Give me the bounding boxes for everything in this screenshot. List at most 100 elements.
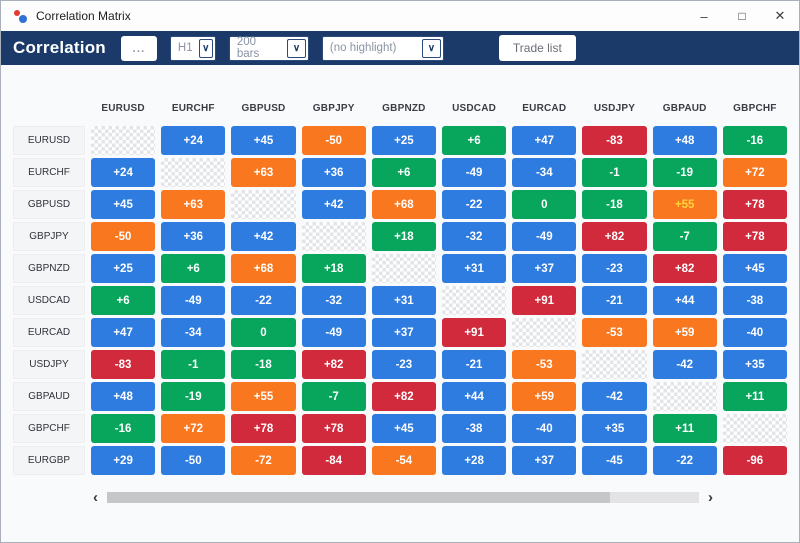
minimize-button[interactable]: – (700, 8, 708, 24)
scrollbar-thumb[interactable] (107, 492, 611, 503)
correlation-cell-gbpnzd-gbpchf[interactable]: +45 (722, 254, 787, 283)
correlation-cell-eurgbp-eurusd[interactable]: +29 (91, 446, 156, 475)
correlation-cell-gbpjpy-eurusd[interactable]: -50 (91, 222, 156, 251)
correlation-cell-gbpnzd-eurusd[interactable]: +25 (91, 254, 156, 283)
correlation-cell-eurgbp-eurcad[interactable]: +37 (512, 446, 577, 475)
correlation-cell-eurcad-eurusd[interactable]: +47 (91, 318, 156, 347)
correlation-cell-gbpjpy-usdjpy[interactable]: +82 (582, 222, 647, 251)
maximize-button[interactable]: □ (738, 9, 746, 23)
correlation-cell-eurchf-gbpchf[interactable]: +72 (722, 158, 787, 187)
correlation-cell-gbpusd-eurusd[interactable]: +45 (91, 190, 156, 219)
scroll-right-icon[interactable]: › (708, 489, 713, 506)
correlation-cell-eurgbp-usdcad[interactable]: +28 (441, 446, 507, 475)
correlation-cell-eurchf-gbpusd[interactable]: +63 (231, 158, 296, 187)
more-options-button[interactable]: ... (120, 35, 157, 61)
correlation-cell-gbpusd-gbpnzd[interactable]: +68 (371, 190, 436, 219)
correlation-cell-eurchf-eurusd[interactable]: +24 (91, 158, 156, 187)
correlation-cell-gbpaud-gbpnzd[interactable]: +82 (371, 382, 436, 411)
correlation-cell-eurchf-usdjpy[interactable]: -1 (582, 158, 647, 187)
correlation-cell-gbpjpy-gbpusd[interactable]: +42 (231, 222, 296, 251)
correlation-cell-eurgbp-gbpusd[interactable]: -72 (231, 446, 296, 475)
correlation-cell-gbpjpy-usdcad[interactable]: -32 (441, 222, 507, 251)
correlation-cell-eurgbp-usdjpy[interactable]: -45 (582, 446, 647, 475)
correlation-cell-eurusd-gbpaud[interactable]: +48 (652, 126, 717, 155)
correlation-cell-usdjpy-gbpjpy[interactable]: +82 (301, 350, 366, 379)
correlation-cell-usdcad-usdjpy[interactable]: -21 (582, 286, 647, 315)
correlation-cell-eurchf-gbpaud[interactable]: -19 (652, 158, 717, 187)
correlation-cell-gbpaud-gbpchf[interactable]: +11 (722, 382, 787, 411)
correlation-cell-eurgbp-gbpchf[interactable]: -96 (722, 446, 787, 475)
correlation-cell-gbpaud-gbpusd[interactable]: +55 (231, 382, 296, 411)
correlation-cell-gbpusd-usdcad[interactable]: -22 (441, 190, 507, 219)
correlation-cell-usdjpy-gbpaud[interactable]: -42 (652, 350, 717, 379)
correlation-cell-usdjpy-usdcad[interactable]: -21 (441, 350, 507, 379)
correlation-cell-eurusd-gbpjpy[interactable]: -50 (301, 126, 366, 155)
correlation-cell-usdcad-gbpnzd[interactable]: +31 (371, 286, 436, 315)
correlation-cell-eurcad-eurchf[interactable]: -34 (161, 318, 226, 347)
highlight-select[interactable]: (no highlight) ∨ (321, 35, 444, 61)
correlation-cell-usdjpy-eurcad[interactable]: -53 (512, 350, 577, 379)
correlation-cell-gbpnzd-gbpusd[interactable]: +68 (231, 254, 296, 283)
correlation-cell-usdcad-gbpaud[interactable]: +44 (652, 286, 717, 315)
correlation-cell-eurusd-eurchf[interactable]: +24 (161, 126, 226, 155)
correlation-cell-usdcad-gbpusd[interactable]: -22 (231, 286, 296, 315)
correlation-cell-gbpusd-gbpaud[interactable]: +55 (652, 190, 717, 219)
correlation-cell-gbpaud-eurusd[interactable]: +48 (91, 382, 156, 411)
correlation-cell-gbpusd-eurcad[interactable]: 0 (512, 190, 577, 219)
correlation-cell-eurcad-gbpnzd[interactable]: +37 (371, 318, 436, 347)
correlation-cell-gbpjpy-eurchf[interactable]: +36 (161, 222, 226, 251)
correlation-cell-eurusd-usdcad[interactable]: +6 (441, 126, 507, 155)
correlation-cell-gbpjpy-gbpchf[interactable]: +78 (722, 222, 787, 251)
correlation-cell-eurusd-usdjpy[interactable]: -83 (582, 126, 647, 155)
correlation-cell-eurgbp-gbpaud[interactable]: -22 (652, 446, 717, 475)
correlation-cell-gbpchf-usdjpy[interactable]: +35 (582, 414, 647, 443)
correlation-cell-eurchf-gbpjpy[interactable]: +36 (301, 158, 366, 187)
correlation-cell-gbpaud-gbpjpy[interactable]: -7 (301, 382, 366, 411)
correlation-cell-usdcad-eurusd[interactable]: +6 (91, 286, 156, 315)
scroll-left-icon[interactable]: ‹ (93, 489, 98, 506)
correlation-cell-eurusd-gbpusd[interactable]: +45 (231, 126, 296, 155)
scrollbar-track[interactable] (107, 492, 699, 503)
correlation-cell-eurusd-gbpnzd[interactable]: +25 (371, 126, 436, 155)
correlation-cell-gbpusd-eurchf[interactable]: +63 (161, 190, 226, 219)
correlation-cell-usdjpy-eurusd[interactable]: -83 (91, 350, 156, 379)
correlation-cell-usdcad-gbpjpy[interactable]: -32 (301, 286, 366, 315)
correlation-cell-eurchf-gbpnzd[interactable]: +6 (371, 158, 436, 187)
correlation-cell-eurcad-gbpchf[interactable]: -40 (722, 318, 787, 347)
correlation-cell-eurcad-gbpusd[interactable]: 0 (231, 318, 296, 347)
horizontal-scrollbar[interactable]: ‹ › (93, 490, 713, 505)
correlation-cell-gbpchf-eurusd[interactable]: -16 (91, 414, 156, 443)
correlation-cell-eurcad-usdcad[interactable]: +91 (441, 318, 507, 347)
correlation-cell-gbpnzd-eurcad[interactable]: +37 (512, 254, 577, 283)
close-button[interactable]: ✕ (774, 8, 786, 23)
correlation-cell-eurusd-eurcad[interactable]: +47 (512, 126, 577, 155)
correlation-cell-eurchf-eurcad[interactable]: -34 (512, 158, 577, 187)
correlation-cell-usdjpy-gbpusd[interactable]: -18 (231, 350, 296, 379)
trade-list-button[interactable]: Trade list (498, 35, 576, 61)
correlation-cell-gbpchf-gbpjpy[interactable]: +78 (301, 414, 366, 443)
correlation-cell-gbpusd-usdjpy[interactable]: -18 (582, 190, 647, 219)
correlation-cell-gbpjpy-gbpnzd[interactable]: +18 (371, 222, 436, 251)
correlation-cell-eurcad-gbpaud[interactable]: +59 (652, 318, 717, 347)
correlation-cell-gbpchf-gbpusd[interactable]: +78 (231, 414, 296, 443)
correlation-cell-usdcad-eurchf[interactable]: -49 (161, 286, 226, 315)
correlation-cell-gbpjpy-eurcad[interactable]: -49 (512, 222, 577, 251)
correlation-cell-usdjpy-gbpnzd[interactable]: -23 (371, 350, 436, 379)
correlation-cell-gbpaud-usdjpy[interactable]: -42 (582, 382, 647, 411)
correlation-cell-eurgbp-eurchf[interactable]: -50 (161, 446, 226, 475)
correlation-cell-usdcad-eurcad[interactable]: +91 (512, 286, 577, 315)
correlation-cell-gbpaud-eurchf[interactable]: -19 (161, 382, 226, 411)
correlation-cell-usdjpy-gbpchf[interactable]: +35 (722, 350, 787, 379)
correlation-cell-usdcad-gbpchf[interactable]: -38 (722, 286, 787, 315)
correlation-cell-eurcad-usdjpy[interactable]: -53 (582, 318, 647, 347)
correlation-cell-gbpusd-gbpchf[interactable]: +78 (722, 190, 787, 219)
correlation-cell-gbpchf-eurcad[interactable]: -40 (512, 414, 577, 443)
correlation-cell-eurgbp-gbpjpy[interactable]: -84 (301, 446, 366, 475)
correlation-cell-gbpaud-eurcad[interactable]: +59 (512, 382, 577, 411)
correlation-cell-gbpnzd-usdjpy[interactable]: -23 (582, 254, 647, 283)
correlation-cell-usdjpy-eurchf[interactable]: -1 (161, 350, 226, 379)
correlation-cell-gbpusd-gbpjpy[interactable]: +42 (301, 190, 366, 219)
correlation-cell-gbpnzd-eurchf[interactable]: +6 (161, 254, 226, 283)
correlation-cell-eurusd-gbpchf[interactable]: -16 (722, 126, 787, 155)
correlation-cell-gbpnzd-gbpjpy[interactable]: +18 (301, 254, 366, 283)
